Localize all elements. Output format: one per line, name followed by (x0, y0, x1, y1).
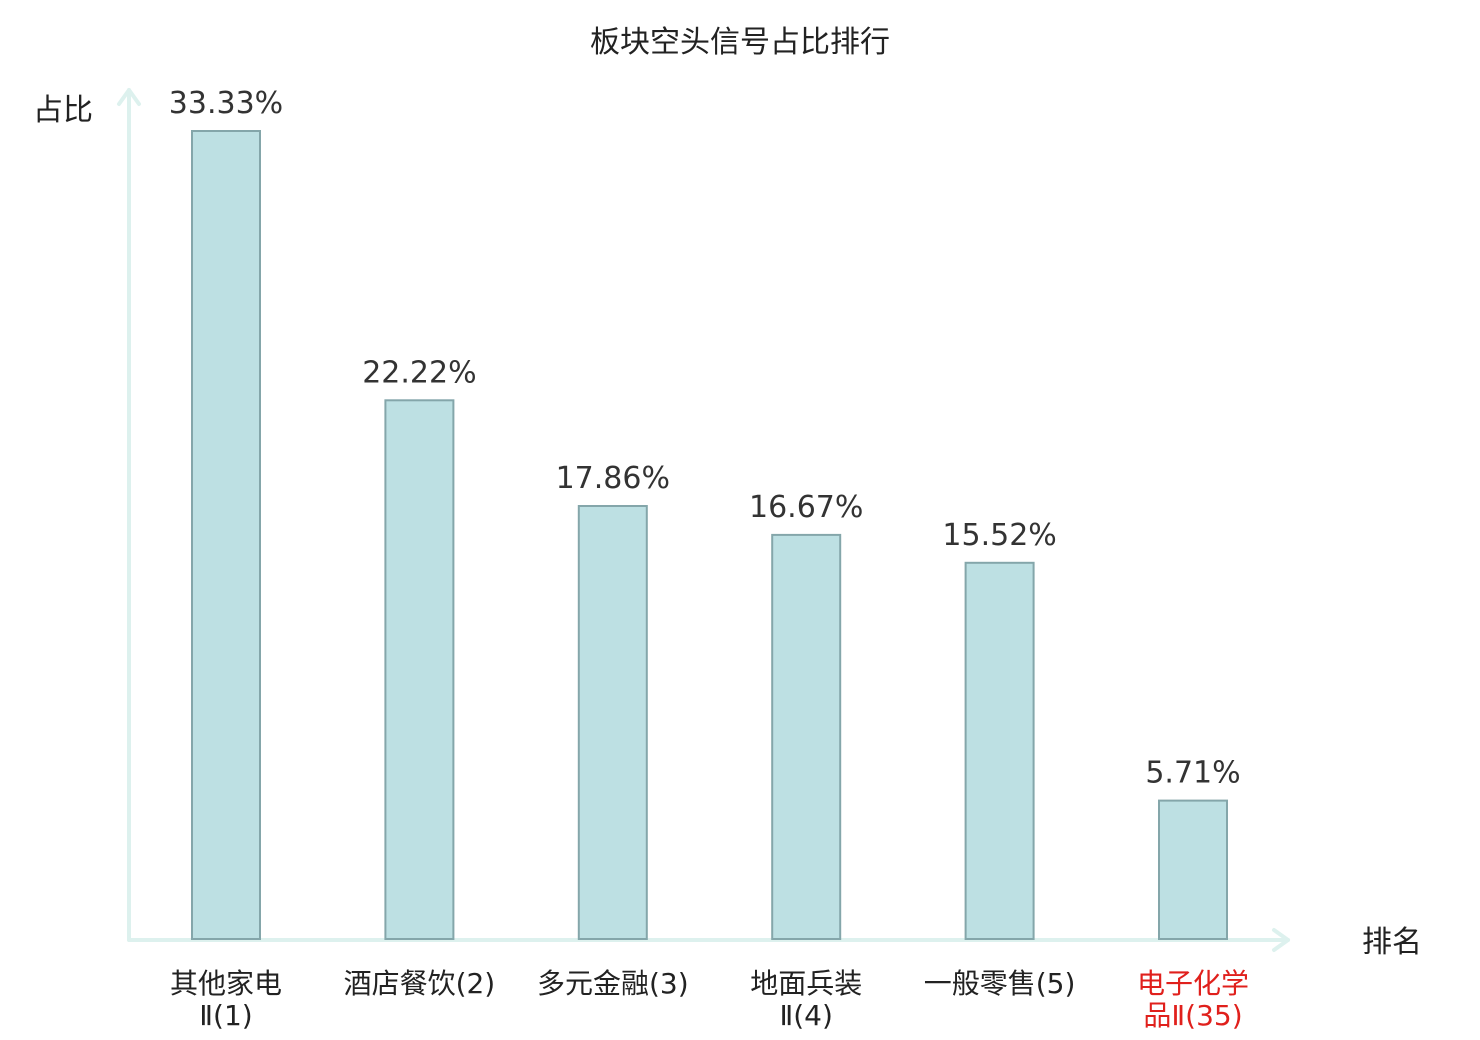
category-label-line: 电子化学 (1137, 967, 1249, 1000)
value-labels-group: 33.33% 22.22% 17.86% 16.67% 15.52% 5.71% (169, 86, 1241, 791)
category-label-6: 电子化学品Ⅱ(35) (1137, 967, 1249, 1032)
value-label-3: 17.86% (556, 461, 670, 496)
bar-1 (191, 130, 261, 940)
y-axis-title: 占比 (33, 93, 93, 128)
chart-title: 板块空头信号占比排行 (590, 25, 890, 60)
category-label-line: 品Ⅱ(35) (1143, 999, 1242, 1032)
category-label-line: 其他家电 (170, 967, 282, 1000)
x-axis-title: 排名 (1362, 925, 1422, 960)
value-label-2: 22.22% (362, 355, 476, 390)
category-label-line: 酒店餐饮(2) (344, 967, 496, 1000)
bar-5 (964, 561, 1035, 940)
category-labels-group: 其他家电 Ⅱ(1) 酒店餐饮(2) 多元金融(3) 地面兵装 Ⅱ(4) 一般零售(5) 电子化… (170, 967, 1249, 1032)
category-label-line: 地面兵装 (750, 967, 862, 1000)
category-label-1: 其他家电 Ⅱ(1) (170, 967, 282, 1032)
category-label-2: 酒店餐饮(2) (344, 967, 496, 1000)
bar-2 (384, 399, 455, 940)
value-label-6: 5.71% (1145, 756, 1240, 791)
value-label-4: 16.67% (749, 490, 863, 525)
value-label-5: 15.52% (942, 518, 1056, 553)
category-label-3: 多元金融(3) (537, 967, 689, 1000)
category-label-5: 一般零售(5) (924, 967, 1076, 1000)
category-label-line: Ⅱ(1) (199, 999, 252, 1032)
bar-4 (771, 533, 842, 941)
category-label-line: 多元金融(3) (537, 967, 689, 1000)
category-label-line: 一般零售(5) (924, 967, 1076, 1000)
bar-3 (577, 505, 648, 940)
y-axis-arrow-icon (117, 88, 141, 106)
value-label-1: 33.33% (169, 86, 283, 121)
x-axis-arrow-icon (1272, 928, 1290, 952)
category-label-line: Ⅱ(4) (779, 999, 832, 1032)
category-label-4: 地面兵装 Ⅱ(4) (750, 967, 862, 1032)
bar-6 (1158, 799, 1228, 940)
bars-group (191, 130, 1228, 941)
